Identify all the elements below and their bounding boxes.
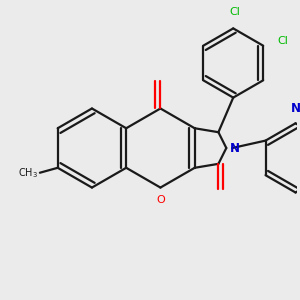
Text: Cl: Cl — [277, 36, 288, 46]
Text: Cl: Cl — [230, 7, 241, 16]
Text: CH$_3$: CH$_3$ — [18, 166, 38, 180]
Text: O: O — [156, 196, 165, 206]
Text: N: N — [230, 142, 240, 154]
Text: N: N — [290, 102, 300, 116]
